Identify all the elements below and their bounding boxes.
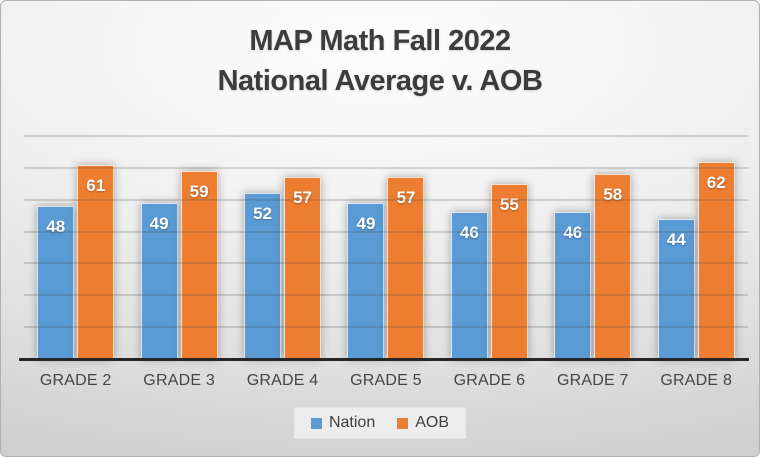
- data-label: 49: [149, 213, 169, 233]
- aob-legend-label: AOB: [415, 414, 450, 431]
- bar-aob-grade-2: 61: [77, 164, 115, 359]
- bars-row: 48 61 49 59 52 57 49 57 46 55 46 58 44 62: [24, 136, 748, 359]
- gridline-60: [24, 166, 748, 169]
- x-axis-label-grade-5: GRADE 5: [350, 372, 422, 389]
- bar-aob-grade-7: 58: [594, 174, 632, 359]
- x-axis-label-grade-8: GRADE 8: [660, 372, 733, 389]
- bar-group-grade-2: 48 61: [24, 136, 127, 359]
- gridline-70: [24, 135, 748, 137]
- gridline-30: [24, 262, 748, 265]
- bar-nation-grade-3: 49: [140, 202, 178, 359]
- legend: Nation AOB: [293, 407, 467, 439]
- chart-title-line-2: National Average v. AOB: [217, 65, 543, 97]
- data-label: 46: [459, 223, 479, 243]
- data-label: 61: [86, 175, 106, 195]
- data-label: 48: [46, 217, 66, 237]
- bar-nation-grade-6: 46: [450, 212, 488, 359]
- nation-legend-label: Nation: [328, 414, 376, 431]
- chart-title-line-1: MAP Math Fall 2022: [249, 25, 511, 57]
- bar-group-grade-3: 49 59: [127, 136, 230, 359]
- data-label: 57: [293, 188, 312, 208]
- x-axis-label-grade-2: GRADE 2: [39, 372, 112, 389]
- bar-group-grade-8: 44 62: [645, 136, 748, 359]
- bar-nation-grade-7: 46: [554, 212, 592, 359]
- data-label: 55: [499, 194, 519, 214]
- bar-aob-grade-3: 59: [180, 171, 218, 359]
- plot-area: 48 61 49 59 52 57 49 57 46 55 46 58 44 62: [24, 135, 748, 359]
- data-label: 52: [253, 204, 272, 224]
- bar-nation-grade-4: 52: [244, 193, 282, 359]
- bar-aob-grade-4: 57: [284, 177, 322, 359]
- x-axis-label-grade-3: GRADE 3: [143, 372, 215, 389]
- aob-legend-swatch: [397, 417, 409, 429]
- bar-group-grade-4: 52 57: [231, 136, 334, 359]
- x-axis-label-grade-7: GRADE 7: [556, 372, 629, 389]
- bar-nation-grade-8: 44: [657, 218, 695, 359]
- data-label: 57: [396, 188, 416, 208]
- bar-aob-grade-8: 62: [697, 161, 735, 359]
- gridline-40: [24, 230, 748, 233]
- bar-aob-grade-6: 55: [490, 183, 528, 359]
- data-label: 46: [563, 223, 583, 243]
- bar-group-grade-6: 46 55: [438, 136, 541, 359]
- gridline-10: [24, 326, 748, 329]
- data-label: 58: [603, 185, 623, 205]
- chart-title: MAP Math Fall 2022 National Average v. A…: [1, 21, 759, 101]
- data-label: 44: [666, 229, 686, 249]
- bar-aob-grade-5: 57: [387, 177, 425, 359]
- legend-item-nation: Nation: [310, 414, 376, 432]
- data-label: 62: [706, 172, 726, 192]
- x-axis-line: [19, 358, 749, 361]
- nation-legend-swatch: [310, 417, 322, 429]
- bar-nation-grade-2: 48: [37, 206, 75, 359]
- bar-group-grade-5: 49 57: [334, 136, 437, 359]
- x-axis-label-grade-6: GRADE 6: [453, 372, 526, 389]
- gridline-20: [24, 294, 748, 297]
- data-label: 59: [189, 182, 209, 202]
- x-axis-labels: GRADE 2 GRADE 3 GRADE 4 GRADE 5 GRADE 6 GRADE…: [24, 372, 748, 390]
- x-axis-label-grade-4: GRADE 4: [246, 372, 319, 389]
- legend-item-aob: AOB: [397, 414, 449, 432]
- data-label: 49: [356, 213, 376, 233]
- bar-nation-grade-5: 49: [347, 202, 385, 359]
- bar-group-grade-7: 46 58: [541, 136, 644, 359]
- gridline-50: [24, 198, 748, 201]
